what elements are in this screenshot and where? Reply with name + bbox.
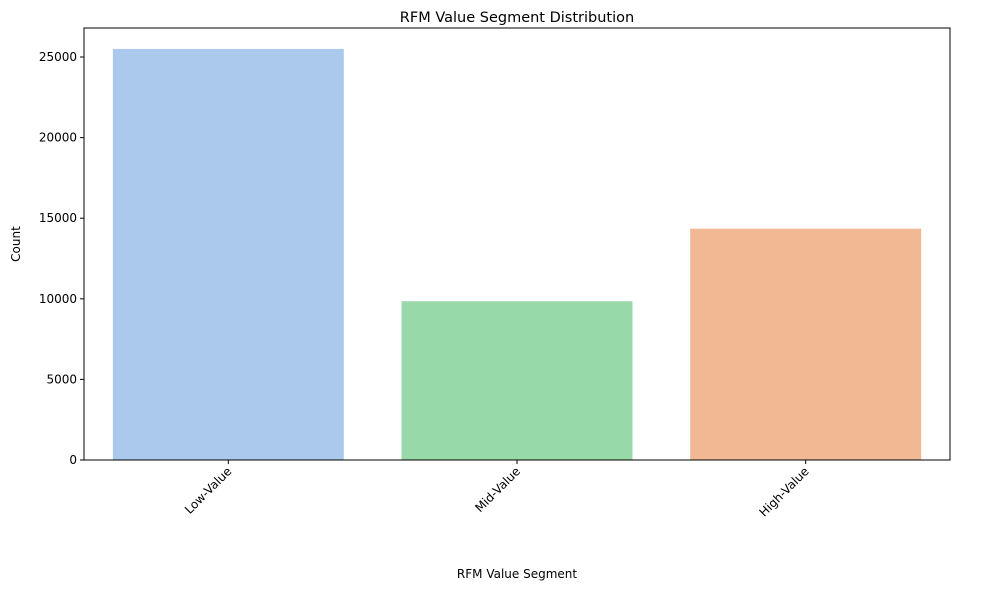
x-tick-label: Low-Value	[182, 464, 234, 516]
bar-high-value	[690, 228, 922, 460]
bars	[112, 48, 922, 460]
y-axis-label: Count	[9, 226, 23, 262]
y-tick-label: 20000	[39, 131, 77, 145]
x-axis: Low-Value Mid-Value High-Value	[182, 460, 812, 519]
bar-low-value	[112, 48, 344, 460]
y-tick-label: 25000	[39, 50, 77, 64]
bar-mid-value	[401, 301, 633, 460]
x-tick-label: High-Value	[757, 464, 812, 519]
y-axis: 0 5000 10000 15000 20000 25000	[39, 50, 84, 467]
x-tick-label: Mid-Value	[472, 464, 523, 515]
y-tick-label: 5000	[46, 372, 77, 386]
plot-frame	[83, 27, 951, 461]
y-tick-label: 10000	[39, 292, 77, 306]
chart-title: RFM Value Segment Distribution	[400, 10, 634, 26]
y-tick-label: 15000	[39, 211, 77, 225]
y-tick-label: 0	[69, 453, 77, 467]
x-axis-label: RFM Value Segment	[457, 567, 577, 581]
